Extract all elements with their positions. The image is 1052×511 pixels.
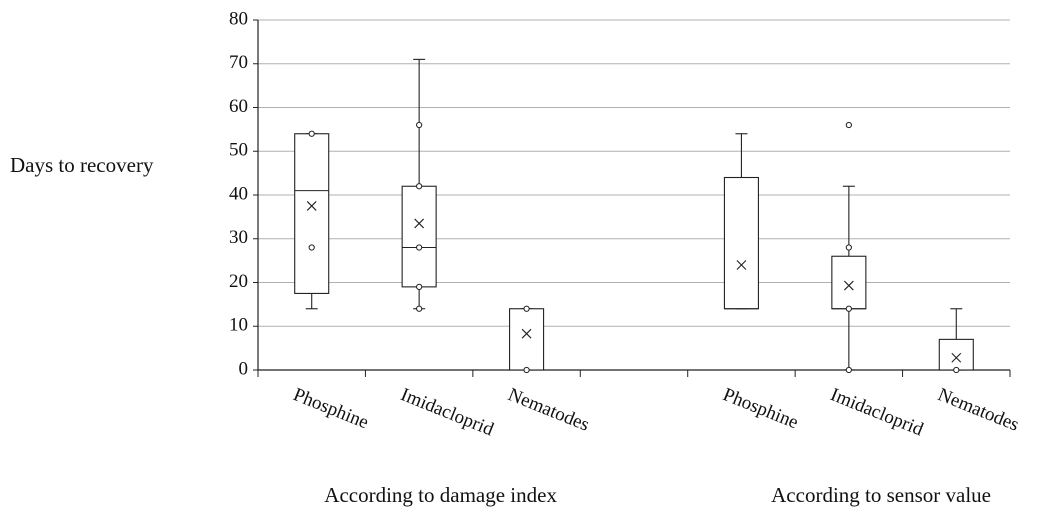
- x-tick-label: Phosphine: [720, 384, 801, 433]
- mean-marker: [736, 260, 747, 270]
- point: [416, 244, 423, 251]
- box: [723, 176, 759, 310]
- point: [523, 305, 530, 312]
- mean-marker: [306, 201, 317, 211]
- point: [953, 366, 960, 374]
- x-tick-label: Nematodes: [505, 384, 592, 435]
- point: [523, 366, 530, 374]
- x-tick-label: Imidacloprid: [827, 384, 926, 440]
- y-tick-label: 40: [229, 183, 248, 204]
- point: [845, 244, 852, 251]
- y-tick-label: 60: [229, 96, 248, 117]
- point: [416, 121, 423, 129]
- box: [294, 133, 330, 294]
- point: [416, 283, 423, 290]
- y-tick-label: 70: [229, 52, 248, 73]
- y-tick-label: 10: [229, 315, 248, 336]
- mean-stroke: [951, 352, 962, 363]
- point: [416, 183, 423, 190]
- box: [401, 185, 437, 288]
- mean-stroke: [414, 218, 425, 229]
- mean-stroke: [736, 260, 747, 270]
- mean-stroke: [306, 201, 317, 211]
- y-tick-label: 0: [239, 358, 249, 379]
- point: [845, 305, 852, 312]
- point: [845, 121, 852, 129]
- point: [845, 366, 852, 374]
- point: [416, 305, 423, 312]
- group-label: According to damage index: [324, 483, 557, 507]
- group-label: According to sensor value: [771, 483, 991, 507]
- x-tick-label: Phosphine: [290, 384, 371, 433]
- y-tick-label: 30: [229, 227, 248, 248]
- point: [308, 244, 315, 251]
- y-tick-label: 20: [229, 271, 248, 292]
- box: [831, 255, 867, 310]
- mean-stroke: [843, 280, 854, 291]
- mean-marker: [951, 352, 962, 363]
- y-tick-label: 50: [229, 140, 248, 161]
- mean-stroke: [521, 328, 532, 339]
- mean-marker: [521, 328, 532, 339]
- y-axis-label: Days to recovery: [10, 153, 154, 177]
- mean-marker: [843, 280, 854, 291]
- box: [938, 338, 974, 371]
- y-tick-label: 80: [229, 8, 248, 29]
- mean-marker: [414, 218, 425, 229]
- box: [509, 308, 545, 371]
- x-tick-label: Imidacloprid: [398, 384, 497, 440]
- x-tick-label: Nematodes: [935, 384, 1022, 435]
- point: [308, 130, 315, 137]
